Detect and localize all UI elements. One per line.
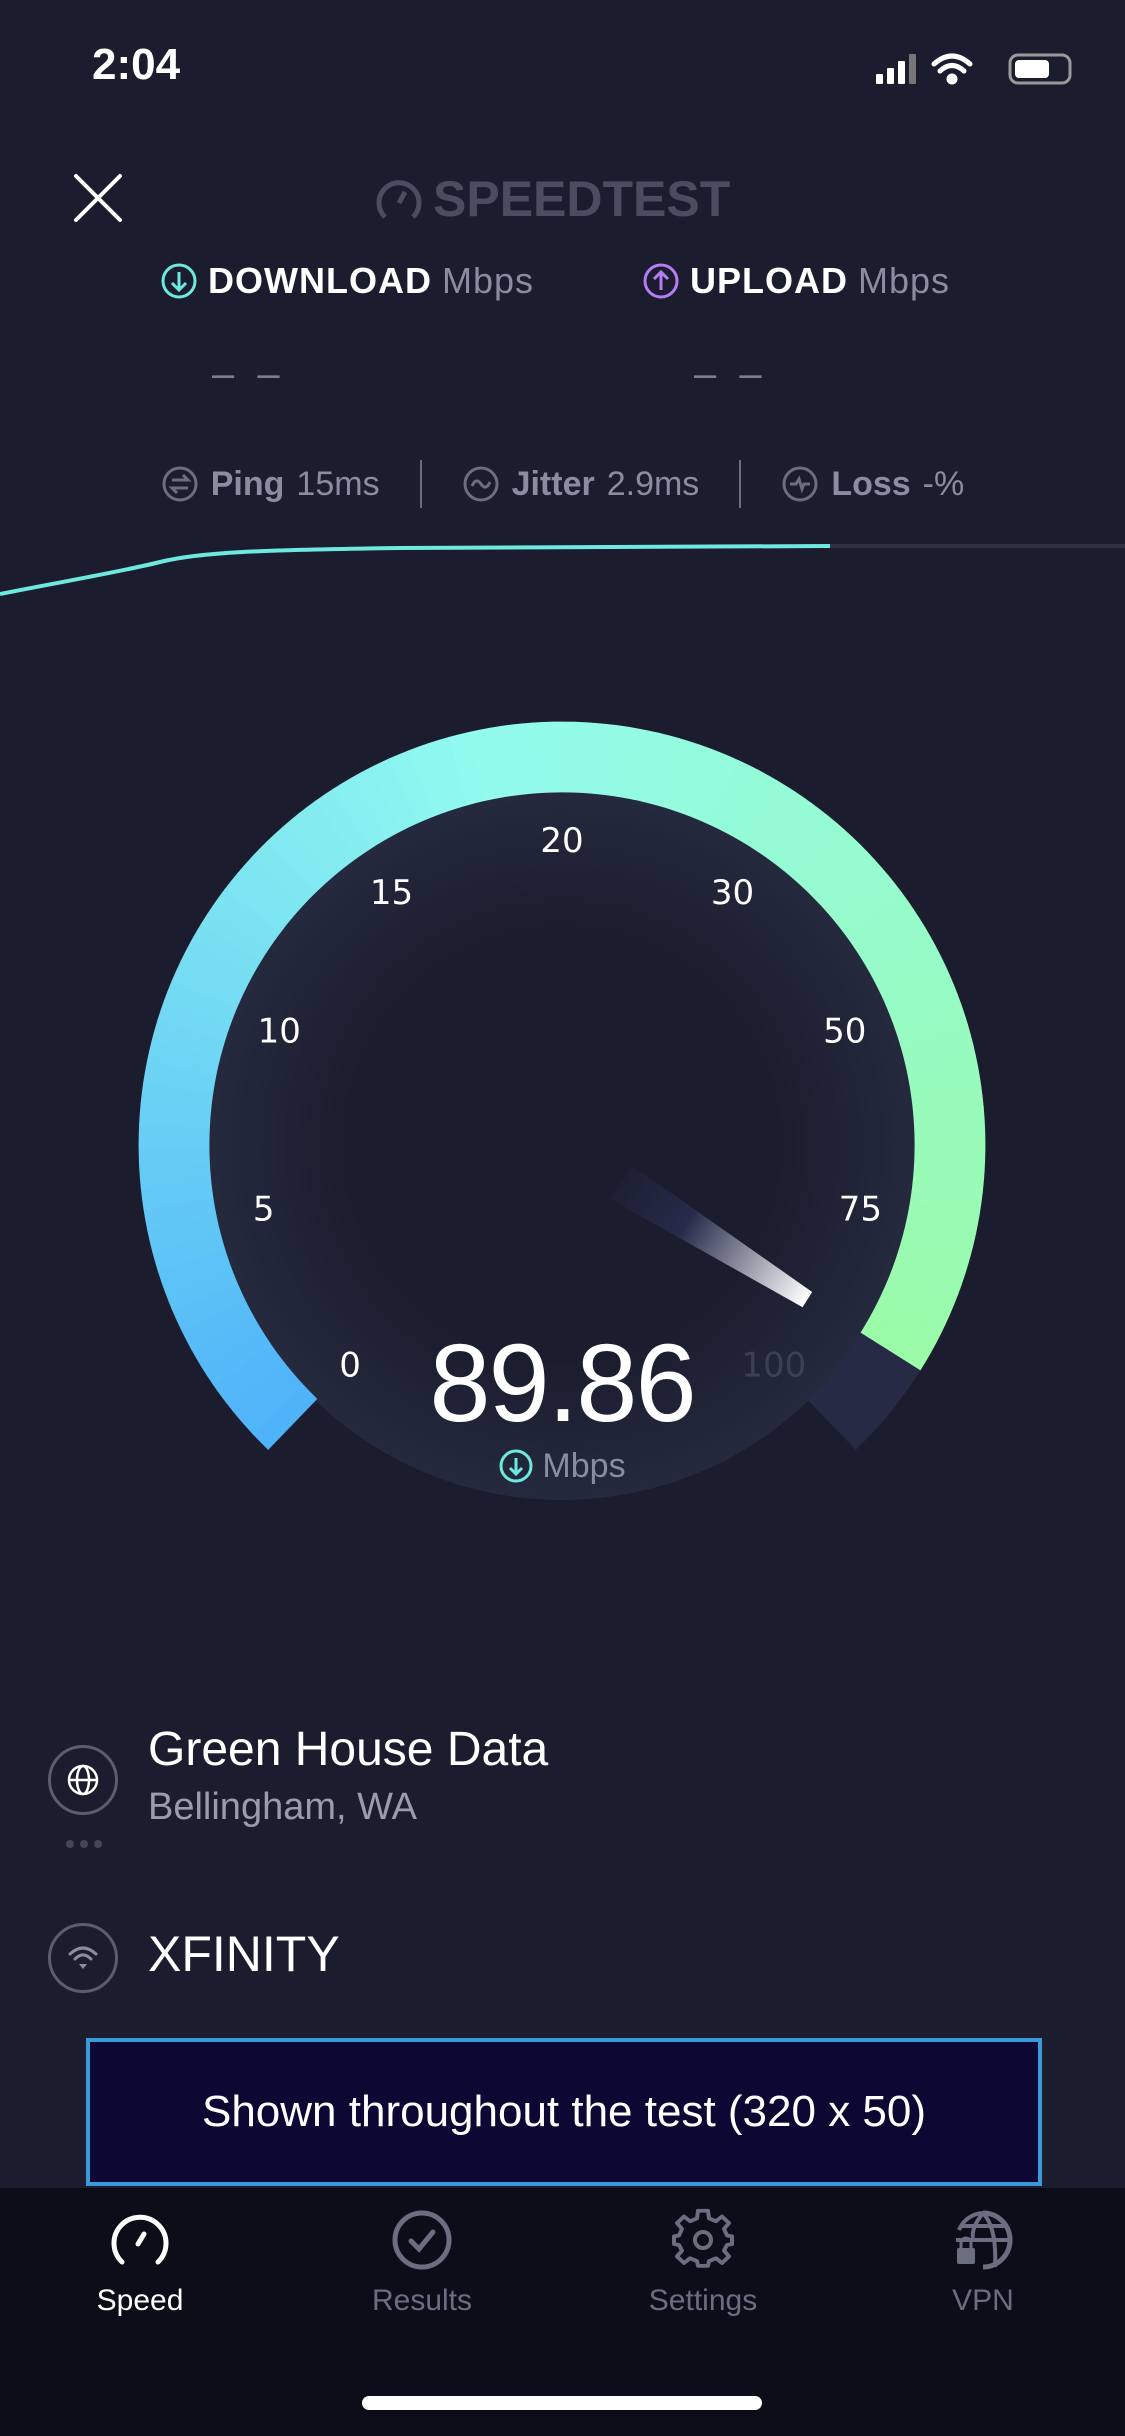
upload-header: UPLOAD Mbps bbox=[642, 260, 950, 302]
globe-icon bbox=[67, 1764, 99, 1796]
tab-vpn[interactable]: VPN bbox=[883, 2208, 1083, 2318]
gauge-tick-label: 100 bbox=[741, 1345, 806, 1385]
gauge-fill-arc bbox=[138, 1145, 210, 1168]
progress-line bbox=[0, 544, 831, 596]
metrics-row: Ping 15ms Jitter 2.9ms Loss -% bbox=[0, 460, 1125, 508]
tab-speed[interactable]: Speed bbox=[40, 2208, 240, 2318]
gauge-tick-label: 20 bbox=[540, 821, 583, 861]
status-time: 2:04 bbox=[92, 40, 181, 89]
speedtest-logo: SPEEDTEST bbox=[375, 170, 730, 228]
globe-lock-icon bbox=[956, 2210, 1013, 2270]
gauge-tick-label: 50 bbox=[823, 1012, 866, 1052]
isp-name: XFINITY bbox=[148, 1926, 340, 1982]
jitter-metric: Jitter 2.9ms bbox=[422, 465, 740, 504]
gauge-tick-label: 75 bbox=[839, 1189, 882, 1229]
gauge-speed-value: 89.86 bbox=[429, 1322, 696, 1445]
download-header: DOWNLOAD Mbps bbox=[160, 260, 534, 302]
gauge-fill-arc bbox=[553, 721, 576, 793]
gauge-tick-label: 0 bbox=[339, 1345, 361, 1385]
check-circle-icon bbox=[392, 2210, 452, 2270]
isp-wifi-badge bbox=[48, 1923, 118, 1993]
progress-graph bbox=[0, 544, 1125, 596]
gauge-needle bbox=[610, 1165, 813, 1308]
more-dots-icon bbox=[66, 1840, 102, 1848]
tab-results[interactable]: Results bbox=[322, 2208, 522, 2318]
loss-icon bbox=[782, 466, 818, 502]
ping-metric: Ping 15ms bbox=[121, 465, 420, 504]
gauge-tick-label: 30 bbox=[711, 873, 754, 913]
gauge-tick-label: 5 bbox=[253, 1189, 275, 1229]
upload-value: – – bbox=[694, 352, 768, 396]
loss-metric: Loss -% bbox=[741, 465, 1004, 504]
cellular-signal-icon bbox=[876, 54, 916, 84]
wifi-icon bbox=[68, 1946, 98, 1969]
gauge-tick-label: 15 bbox=[370, 873, 413, 913]
download-arrow-icon bbox=[499, 1449, 533, 1483]
download-arrow-icon bbox=[161, 263, 197, 299]
divider bbox=[739, 460, 742, 508]
gauge-fill-arc bbox=[914, 1128, 986, 1151]
gear-icon bbox=[672, 2208, 734, 2268]
server-location: Bellingham, WA bbox=[148, 1786, 417, 1828]
gauge-unit: Mbps bbox=[412, 1446, 712, 1486]
close-icon[interactable] bbox=[70, 170, 126, 226]
jitter-icon bbox=[463, 466, 499, 502]
battery-icon bbox=[1008, 53, 1072, 85]
upload-arrow-icon bbox=[643, 263, 679, 299]
tab-settings[interactable]: Settings bbox=[603, 2208, 803, 2318]
speedometer-icon bbox=[111, 2214, 169, 2265]
gauge-track-arc bbox=[806, 1332, 921, 1450]
server-globe-button[interactable] bbox=[48, 1745, 118, 1815]
speed-gauge: 0 5 10 15 20 30 50 75 100 bbox=[138, 721, 986, 1500]
ping-icon bbox=[162, 466, 198, 502]
wifi-icon bbox=[931, 53, 973, 85]
home-indicator[interactable] bbox=[362, 2396, 762, 2410]
ad-banner[interactable]: Shown throughout the test (320 x 50) bbox=[86, 2038, 1042, 2186]
server-name[interactable]: Green House Data bbox=[148, 1723, 549, 1776]
download-value: – – bbox=[212, 352, 286, 396]
divider bbox=[419, 460, 422, 508]
status-icons bbox=[876, 53, 1072, 85]
gauge-tick-label: 10 bbox=[258, 1012, 301, 1052]
gauge-face bbox=[207, 790, 917, 1500]
tab-bar: Speed Results Settings VPN bbox=[0, 2188, 1125, 2436]
speedometer-logo-icon bbox=[376, 180, 422, 219]
